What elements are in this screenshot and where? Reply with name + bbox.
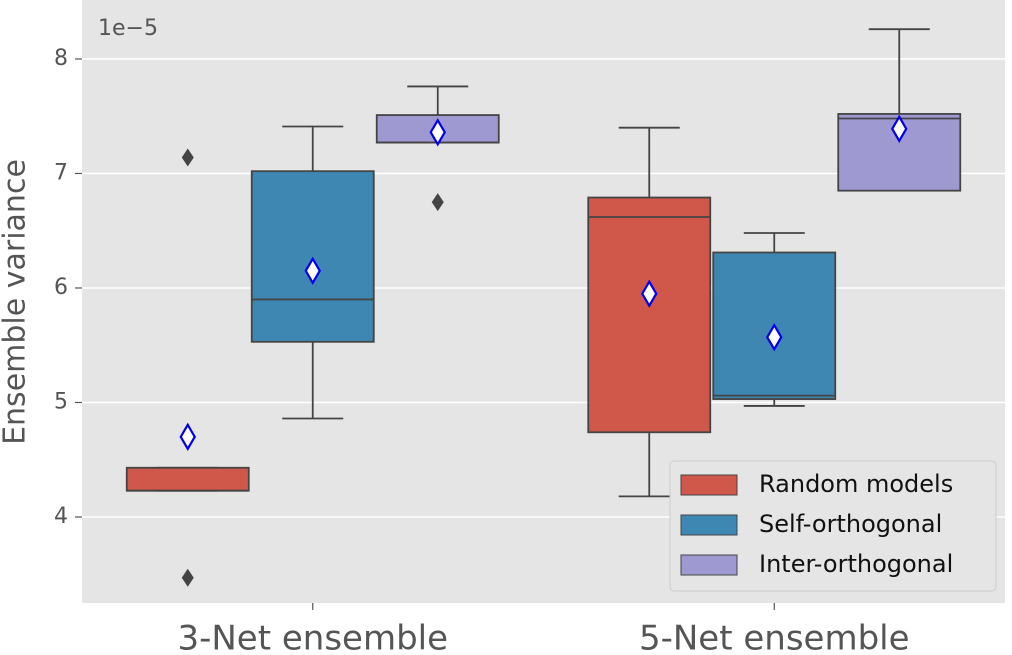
y-axis-label: Ensemble variance xyxy=(0,159,33,445)
y-tick-label: 5 xyxy=(54,389,68,414)
x-tick-label: 3-Net ensemble xyxy=(177,619,448,655)
legend-label: Self-orthogonal xyxy=(759,510,942,538)
mean-marker xyxy=(304,256,322,285)
legend-label: Random models xyxy=(759,470,953,498)
box xyxy=(250,170,375,343)
legend-swatch xyxy=(680,474,738,496)
y-tick-label: 7 xyxy=(54,160,68,185)
legend xyxy=(669,460,997,592)
mean-marker xyxy=(429,118,447,147)
mean-marker xyxy=(765,323,783,352)
mean-marker xyxy=(640,279,658,308)
mean-marker xyxy=(890,114,908,144)
y-tick-label: 6 xyxy=(54,275,68,300)
legend-swatch xyxy=(680,554,738,576)
outlier xyxy=(181,568,194,587)
outlier xyxy=(181,148,194,167)
x-tick-label: 5-Net ensemble xyxy=(639,619,910,655)
legend-swatch xyxy=(680,514,738,536)
y-tick-label: 8 xyxy=(54,46,68,71)
box xyxy=(125,466,250,492)
outlier xyxy=(431,193,444,212)
box xyxy=(587,196,712,434)
legend-label: Inter-orthogonal xyxy=(759,550,953,578)
mean-marker xyxy=(179,422,197,452)
offset-label: 1e−5 xyxy=(98,16,158,41)
y-tick-label: 4 xyxy=(54,504,68,529)
